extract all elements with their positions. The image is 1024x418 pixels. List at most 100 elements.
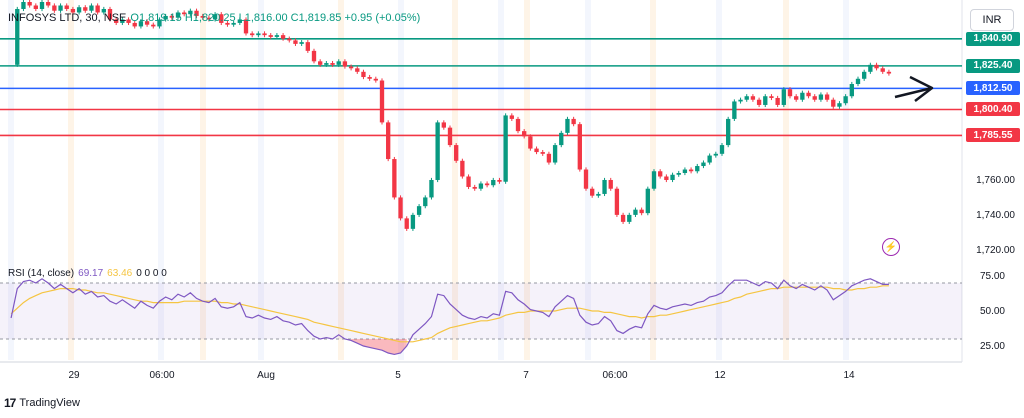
- session-band: [398, 0, 404, 360]
- candle-body: [243, 19, 249, 34]
- candle-body: [460, 160, 465, 177]
- arrow-head: [909, 75, 934, 102]
- rsi-axis: 75.00 50.00 25.00: [980, 271, 1005, 352]
- candle-body: [416, 206, 422, 215]
- rsi-header: RSI (14, close) 69.17 63.46 0 0 0 0: [8, 268, 167, 279]
- candle-body: [552, 145, 558, 163]
- candle-body: [781, 89, 786, 105]
- candle-body: [559, 132, 564, 146]
- candle-body: [76, 7, 82, 13]
- candle-body: [107, 8, 113, 20]
- candle-body: [497, 179, 502, 182]
- candle-body: [707, 155, 712, 163]
- lightning-icon[interactable]: ⚡: [882, 238, 900, 256]
- candle-body: [21, 2, 26, 9]
- rsi-band: [0, 283, 962, 339]
- candle-body: [225, 22, 230, 25]
- candle-body: [701, 162, 706, 167]
- candle-body: [454, 145, 459, 161]
- chart-header: INFOSYS LTD, 30, NSE O1,819.15 H1,820.25…: [8, 12, 420, 24]
- candle-body: [590, 188, 595, 196]
- candle-body: [800, 92, 805, 100]
- rsi-tick-label: 75.00: [980, 271, 1005, 282]
- candle-body: [441, 122, 446, 128]
- rsi-pane: [0, 278, 962, 356]
- candle-body: [101, 8, 106, 13]
- candle-body: [58, 5, 63, 11]
- candle-body: [831, 99, 836, 107]
- candle-body: [231, 22, 236, 25]
- candle-body: [787, 89, 793, 97]
- candle-body: [342, 61, 348, 67]
- horizontal-levels: [0, 38, 962, 137]
- candle-body: [886, 71, 892, 74]
- session-band: [68, 0, 74, 360]
- candle-body: [305, 42, 310, 51]
- rsi-label[interactable]: RSI (14, close): [8, 268, 75, 279]
- candle-body: [95, 5, 100, 13]
- candle-body: [750, 96, 756, 100]
- candle-body: [862, 71, 867, 79]
- candle-body: [151, 24, 156, 27]
- candle-body: [596, 193, 601, 196]
- rsi-ma-value: 63.46: [107, 268, 133, 279]
- candle-body: [423, 197, 428, 207]
- candle-body: [404, 218, 409, 229]
- candle-body: [719, 145, 725, 154]
- session-band: [524, 0, 530, 360]
- candle-body: [602, 179, 607, 194]
- candles: [15, 0, 892, 231]
- candle-body: [627, 214, 632, 222]
- currency-button[interactable]: INR: [970, 9, 1014, 31]
- session-band: [716, 0, 722, 360]
- brand-name[interactable]: TradingView: [19, 397, 80, 409]
- candle-body: [212, 14, 218, 20]
- candle-body: [769, 96, 774, 98]
- candle-body: [348, 66, 354, 69]
- candle-body: [515, 118, 521, 132]
- tradingview-logo-icon[interactable]: 17: [4, 396, 16, 410]
- candle-body: [565, 118, 570, 133]
- candle-body: [163, 15, 168, 20]
- time-tick-label: 14: [843, 370, 855, 381]
- candle-body: [522, 131, 527, 137]
- candle-body: [169, 15, 174, 18]
- session-band: [158, 0, 164, 360]
- candle-body: [695, 166, 700, 172]
- candle-body: [874, 64, 879, 69]
- candle-body: [336, 61, 341, 65]
- session-band: [783, 0, 789, 360]
- candle-body: [639, 209, 644, 214]
- candle-body: [194, 10, 199, 16]
- candle-body: [472, 186, 477, 189]
- footer: 17 TradingView: [4, 396, 80, 410]
- candle-body: [726, 118, 731, 146]
- candle-body: [268, 35, 273, 37]
- candle-body: [429, 179, 434, 198]
- time-tick-label: 06:00: [602, 370, 627, 381]
- candle-body: [330, 63, 335, 65]
- candle-body: [89, 5, 94, 11]
- candle-body: [658, 171, 663, 177]
- candle-body: [509, 115, 514, 119]
- candle-body: [713, 153, 718, 156]
- symbol-title[interactable]: INFOSYS LTD, 30, NSE: [8, 12, 127, 24]
- candle-body: [818, 94, 824, 100]
- time-tick-label: 06:00: [149, 370, 174, 381]
- candle-body: [392, 159, 397, 198]
- rsi-line: [10, 278, 889, 356]
- candle-body: [200, 15, 205, 18]
- session-band: [843, 0, 849, 360]
- candle-body: [738, 99, 743, 102]
- price-tag: 1,825.40: [966, 58, 1020, 73]
- candle-body: [528, 136, 533, 149]
- candle-body: [219, 14, 224, 23]
- candle-body: [120, 19, 125, 23]
- candle-body: [138, 21, 144, 27]
- candle-body: [763, 96, 768, 105]
- candle-body: [583, 169, 589, 189]
- candle-body: [206, 17, 212, 20]
- candle-body: [287, 38, 292, 41]
- candle-body: [435, 122, 440, 180]
